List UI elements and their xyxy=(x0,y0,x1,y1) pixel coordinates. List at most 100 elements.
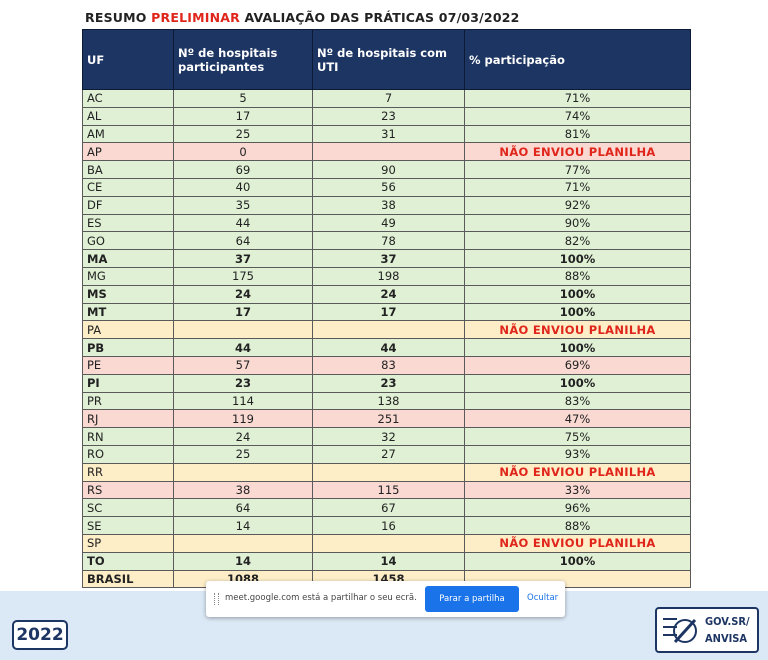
cell-participants: 69 xyxy=(173,160,313,179)
cell-icu: 251 xyxy=(312,409,465,429)
cell-participants: 44 xyxy=(173,338,313,357)
cell-participants: 119 xyxy=(173,409,313,429)
cell-icu: 37 xyxy=(312,249,465,268)
drag-handle-icon[interactable] xyxy=(214,593,219,605)
cell-participants: 64 xyxy=(173,231,313,251)
cell-icu xyxy=(312,462,465,482)
cell-participants: 25 xyxy=(173,444,313,464)
title-prefix: RESUMO xyxy=(85,10,152,25)
table-row: BA 69 90 77% xyxy=(82,160,691,179)
table-row: AL 17 23 74% xyxy=(82,106,691,126)
table-row: AM 25 31 81% xyxy=(82,124,691,144)
cell-uf: PA xyxy=(82,320,174,340)
anvisa-emblem-icon xyxy=(663,618,697,644)
cell-uf: AP xyxy=(82,142,174,162)
stop-sharing-button[interactable]: Parar a partilha xyxy=(425,586,519,612)
cell-uf: SP xyxy=(82,533,174,553)
cell-participants: 0 xyxy=(173,142,313,162)
cell-percent: 88% xyxy=(464,516,691,535)
cell-participants: 64 xyxy=(173,498,313,518)
cell-participants: 25 xyxy=(173,124,313,144)
cell-icu: 44 xyxy=(312,338,465,357)
cell-icu: 23 xyxy=(312,373,465,393)
cell-icu: 17 xyxy=(312,302,465,322)
table-row: RJ 119 251 47% xyxy=(82,409,691,429)
cell-participants xyxy=(173,320,313,340)
cell-icu: 198 xyxy=(312,266,465,286)
table-row: SP NÃO ENVIOU PLANILHA xyxy=(82,533,691,553)
cell-icu: 90 xyxy=(312,160,465,179)
spreadsheet-panel: RESUMO PRELIMINAR AVALIAÇÃO DAS PRÁTICAS… xyxy=(82,8,691,589)
cell-percent: 100% xyxy=(464,284,691,304)
cell-uf: MG xyxy=(82,266,174,286)
cell-percent: NÃO ENVIOU PLANILHA xyxy=(464,320,691,340)
cell-uf: CE xyxy=(82,177,174,197)
table-row: PR 114 138 83% xyxy=(82,391,691,411)
cell-uf: TO xyxy=(82,551,174,571)
share-message: meet.google.com está a partilhar o seu e… xyxy=(225,593,417,603)
cell-uf: MT xyxy=(82,302,174,322)
table-row: RR NÃO ENVIOU PLANILHA xyxy=(82,462,691,482)
cell-uf: GO xyxy=(82,231,174,251)
summary-table: UF Nº de hospitais participantes Nº de h… xyxy=(82,29,691,589)
cell-icu: 31 xyxy=(312,124,465,144)
table-row: AP 0 NÃO ENVIOU PLANILHA xyxy=(82,142,691,162)
cell-icu: 16 xyxy=(312,516,465,535)
cell-percent: 83% xyxy=(464,391,691,411)
cell-percent: NÃO ENVIOU PLANILHA xyxy=(464,142,691,162)
table-row: MT 17 17 100% xyxy=(82,302,691,322)
cell-percent: 100% xyxy=(464,373,691,393)
table-row: PI 23 23 100% xyxy=(82,373,691,393)
header-row: UF Nº de hospitais participantes Nº de h… xyxy=(82,29,691,90)
cell-icu: 23 xyxy=(312,106,465,126)
cell-percent: 100% xyxy=(464,338,691,357)
cell-uf: PI xyxy=(82,373,174,393)
table-row: TO 14 14 100% xyxy=(82,551,691,571)
cell-participants: 14 xyxy=(173,551,313,571)
cell-percent: 47% xyxy=(464,409,691,429)
cell-participants: 24 xyxy=(173,427,313,446)
cell-percent: 81% xyxy=(464,124,691,144)
cell-uf: PR xyxy=(82,391,174,411)
cell-participants: 35 xyxy=(173,195,313,215)
cell-participants: 38 xyxy=(173,480,313,500)
table-row: PB 44 44 100% xyxy=(82,338,691,357)
cell-participants: 114 xyxy=(173,391,313,411)
cell-participants: 175 xyxy=(173,266,313,286)
cell-icu: 27 xyxy=(312,444,465,464)
cell-icu: 83 xyxy=(312,355,465,375)
cell-percent: 100% xyxy=(464,302,691,322)
cell-percent: 74% xyxy=(464,106,691,126)
cell-uf: RO xyxy=(82,444,174,464)
cell-uf: BRASIL xyxy=(82,569,174,589)
hide-button[interactable]: Ocultar xyxy=(527,593,559,603)
cell-uf: MS xyxy=(82,284,174,304)
cell-participants xyxy=(173,533,313,553)
col-header-uf: UF xyxy=(82,29,174,90)
cell-uf: DF xyxy=(82,195,174,215)
table-row: RN 24 32 75% xyxy=(82,427,691,446)
table-row: AC 5 7 71% xyxy=(82,89,691,108)
cell-icu: 78 xyxy=(312,231,465,251)
cell-uf: SC xyxy=(82,498,174,518)
title-highlight: PRELIMINAR xyxy=(151,10,240,25)
cell-percent: 33% xyxy=(464,480,691,500)
cell-uf: AC xyxy=(82,89,174,108)
cell-percent: 90% xyxy=(464,213,691,233)
cell-uf: ES xyxy=(82,213,174,233)
cell-participants: 14 xyxy=(173,516,313,535)
cell-percent: 93% xyxy=(464,444,691,464)
cell-percent: 100% xyxy=(464,249,691,268)
cell-uf: AM xyxy=(82,124,174,144)
cell-uf: MA xyxy=(82,249,174,268)
table-row: CE 40 56 71% xyxy=(82,177,691,197)
cell-participants: 40 xyxy=(173,177,313,197)
cell-icu xyxy=(312,142,465,162)
cell-percent: 92% xyxy=(464,195,691,215)
cell-percent: 82% xyxy=(464,231,691,251)
cell-participants: 37 xyxy=(173,249,313,268)
cell-participants: 24 xyxy=(173,284,313,304)
cell-percent: NÃO ENVIOU PLANILHA xyxy=(464,533,691,553)
cell-icu: 138 xyxy=(312,391,465,411)
cell-uf: SE xyxy=(82,516,174,535)
